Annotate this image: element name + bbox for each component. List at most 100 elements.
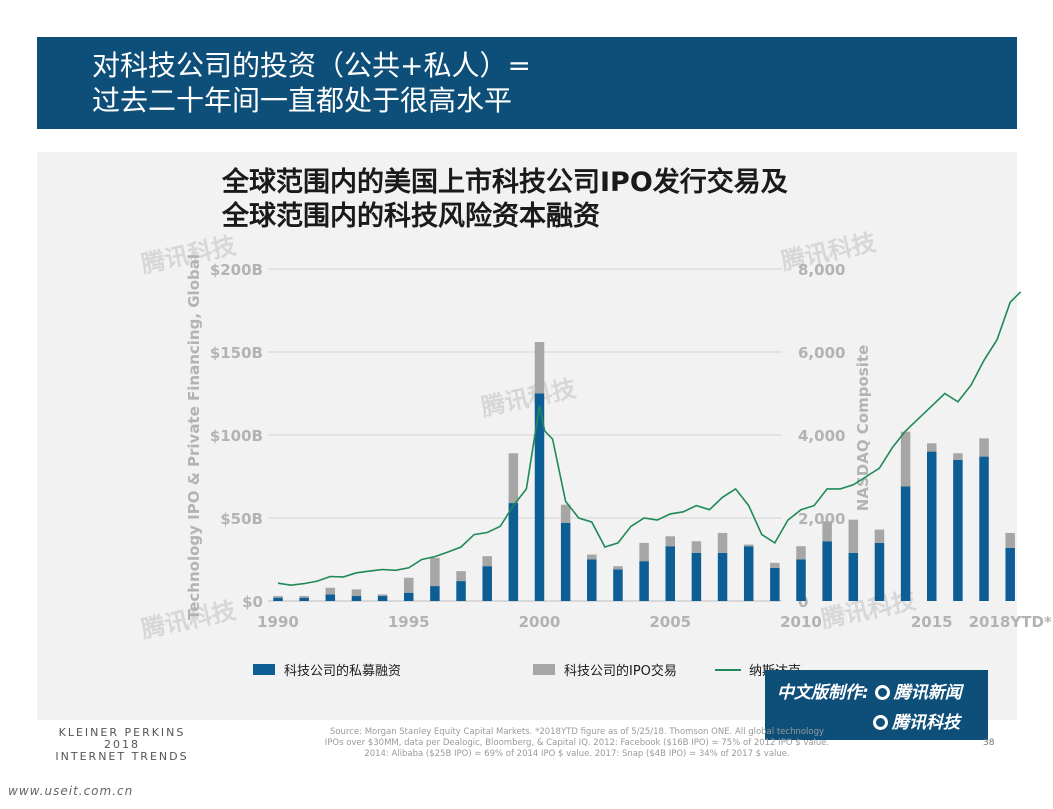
y-right-tick-label: 6,000: [798, 344, 845, 362]
bar-private: [639, 561, 649, 601]
bar-ipo: [587, 554, 597, 560]
bar-ipo: [404, 577, 414, 593]
bar-private: [430, 586, 440, 601]
bar-ipo: [900, 431, 911, 487]
badge-brand-news: 腾讯新闻: [893, 683, 962, 703]
legend-ipo: 科技公司的IPO交易: [533, 660, 677, 679]
bar-ipo: [639, 542, 649, 562]
bar-private: [299, 597, 309, 601]
brand-line3: INTERNET TRENDS: [55, 750, 189, 763]
y-right-tick-label: 8,000: [798, 261, 845, 279]
x-tick-label: 2015: [911, 613, 953, 631]
bar-ipo: [717, 532, 728, 553]
bar-private: [717, 552, 728, 601]
y-left-tick-label: $100B: [210, 427, 263, 445]
bar-ipo: [822, 521, 832, 542]
y-left-axis-title: Technology IPO & Private Financing, Glob…: [185, 254, 203, 620]
bar-ipo: [770, 562, 780, 568]
x-tick-label: 2018YTD*: [969, 613, 1052, 631]
y-left-tick-label: $0: [242, 593, 263, 611]
bar-private: [900, 486, 911, 601]
badge-row2: 腾讯科技: [873, 708, 1053, 733]
y-left-tick-label: $150B: [210, 344, 263, 362]
bar-ipo: [613, 566, 623, 570]
bar-private: [613, 569, 623, 601]
slide-title-line1: 对科技公司的投资（公共+私人）=: [92, 49, 531, 82]
bar-private: [874, 542, 885, 601]
site-url: www.useit.com.cn: [8, 784, 134, 798]
bar-ipo: [848, 519, 859, 553]
bar-ipo: [927, 443, 937, 452]
bar-private: [691, 552, 702, 601]
legend-private-swatch: [253, 664, 275, 675]
bar-private: [743, 546, 754, 601]
bar-ipo: [325, 587, 336, 595]
x-tick-label: 2010: [780, 613, 822, 631]
bar-ipo: [273, 596, 283, 598]
bar-private: [456, 581, 466, 601]
bar-ipo: [743, 544, 754, 547]
slide-header: 对科技公司的投资（公共+私人）= 过去二十年间一直都处于很高水平: [37, 37, 1017, 129]
bar-private: [796, 559, 806, 601]
bar-ipo: [691, 541, 702, 553]
bar-ipo: [456, 571, 466, 582]
bar-ipo: [665, 536, 675, 547]
badge-label: 中文版制作:: [777, 683, 869, 703]
y-right-tick-label: 0: [798, 593, 808, 611]
chart-panel: [37, 152, 1017, 720]
bar-private: [534, 393, 545, 601]
bar-ipo: [1005, 532, 1015, 548]
legend-private-label: 科技公司的私募融资: [284, 664, 402, 679]
chart-title-line1: 全球范围内的美国上市科技公司IPO发行交易及: [222, 167, 788, 198]
x-tick-label: 1995: [388, 613, 430, 631]
y-right-tick-label: 4,000: [798, 427, 845, 445]
bar-ipo: [534, 342, 545, 394]
x-tick-label: 2005: [649, 613, 691, 631]
x-tick-label: 1990: [257, 613, 299, 631]
badge-brand-tech: 腾讯科技: [892, 713, 960, 733]
bar-private: [822, 541, 832, 601]
bar-private: [325, 594, 336, 601]
bar-private: [848, 552, 859, 601]
slide-title-line2: 过去二十年间一直都处于很高水平: [92, 84, 513, 117]
x-tick-label: 2000: [519, 613, 561, 631]
brand-line2: 2018: [104, 738, 140, 751]
bar-ipo: [508, 453, 519, 504]
tencent-logo-icon: [873, 715, 888, 730]
legend-nasdaq-swatch: [715, 668, 741, 671]
tencent-logo-icon: [874, 685, 890, 700]
bar-ipo: [979, 438, 989, 457]
bar-private: [273, 597, 283, 601]
legend-ipo-swatch: [533, 664, 555, 675]
bar-private: [927, 451, 937, 601]
badge-row1: 中文版制作: 腾讯新闻: [777, 678, 1000, 703]
bar-private: [351, 596, 362, 601]
chart-title-line2: 全球范围内的科技风险资本融资: [222, 201, 600, 232]
y-right-axis-title: NASDAQ Composite: [854, 345, 872, 511]
bar-ipo: [953, 453, 963, 460]
bar-private: [665, 546, 675, 601]
bar-private: [482, 566, 492, 601]
bar-ipo: [796, 546, 806, 560]
translation-badge: 中文版制作: 腾讯新闻 腾讯科技: [765, 670, 988, 740]
legend-private: 科技公司的私募融资: [253, 660, 401, 679]
bar-private: [508, 503, 519, 601]
page-number: 38: [983, 738, 995, 748]
brand-block: KLEINER PERKINS 2018 INTERNET TRENDS: [52, 727, 192, 763]
y-left-tick-label: $200B: [210, 261, 263, 279]
bar-private: [770, 567, 780, 601]
bar-ipo: [299, 596, 309, 598]
source-note: Source: Morgan Stanley Equity Capital Ma…: [324, 727, 830, 759]
y-right-tick-label: 2,000: [798, 510, 845, 528]
bar-ipo: [482, 556, 492, 567]
bar-private: [404, 592, 414, 601]
bar-private: [953, 459, 963, 601]
nasdaq-line: [277, 291, 1022, 587]
bar-private: [1005, 547, 1015, 601]
bar-ipo: [351, 589, 362, 597]
bar-ipo: [560, 504, 571, 523]
bar-ipo: [430, 557, 440, 587]
bar-ipo: [874, 529, 885, 543]
bar-private: [979, 456, 989, 601]
